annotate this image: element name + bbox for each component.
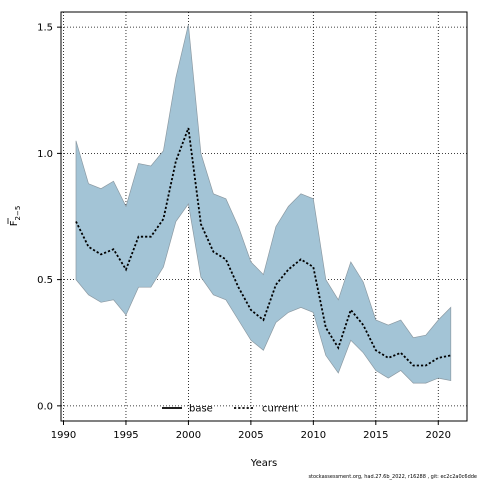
x-tick-label: 1990 [51, 430, 76, 441]
legend-label-base: base [189, 404, 213, 415]
x-tick-label: 2005 [238, 430, 263, 441]
legend-label-current: current [262, 404, 298, 415]
plot-frame [60, 11, 468, 422]
x-tick-label: 2020 [426, 430, 451, 441]
footer-text: stockassessment.org, had.27.6b_2022, r16… [308, 474, 477, 480]
confidence-band-area [75, 24, 452, 384]
series-line-current [75, 127, 451, 367]
y-axis-title: F2−5 [7, 206, 22, 227]
y-tick-label: 1.0 [37, 149, 53, 160]
y-axis-ticks: 0.0 0.5 1.0 1.5 [37, 23, 61, 412]
svg-text:F2−5: F2−5 [9, 206, 22, 227]
x-tick-label: 2010 [301, 430, 326, 441]
confidence-band [75, 24, 452, 384]
x-tick-label: 2000 [176, 430, 201, 441]
x-tick-label: 1995 [113, 430, 138, 441]
y-axis-title-sub: 2−5 [14, 206, 22, 221]
x-tick-label: 2015 [363, 430, 388, 441]
y-tick-label: 1.5 [37, 23, 53, 34]
series-lines [75, 127, 451, 367]
x-axis-ticks: 1990 1995 2000 2005 2010 2015 2020 [51, 421, 451, 441]
legend: base current [162, 404, 298, 415]
x-axis-title: Years [250, 458, 277, 469]
y-tick-label: 0.0 [37, 401, 53, 412]
y-axis-title-main: F [9, 220, 20, 226]
y-tick-label: 0.5 [37, 275, 53, 286]
